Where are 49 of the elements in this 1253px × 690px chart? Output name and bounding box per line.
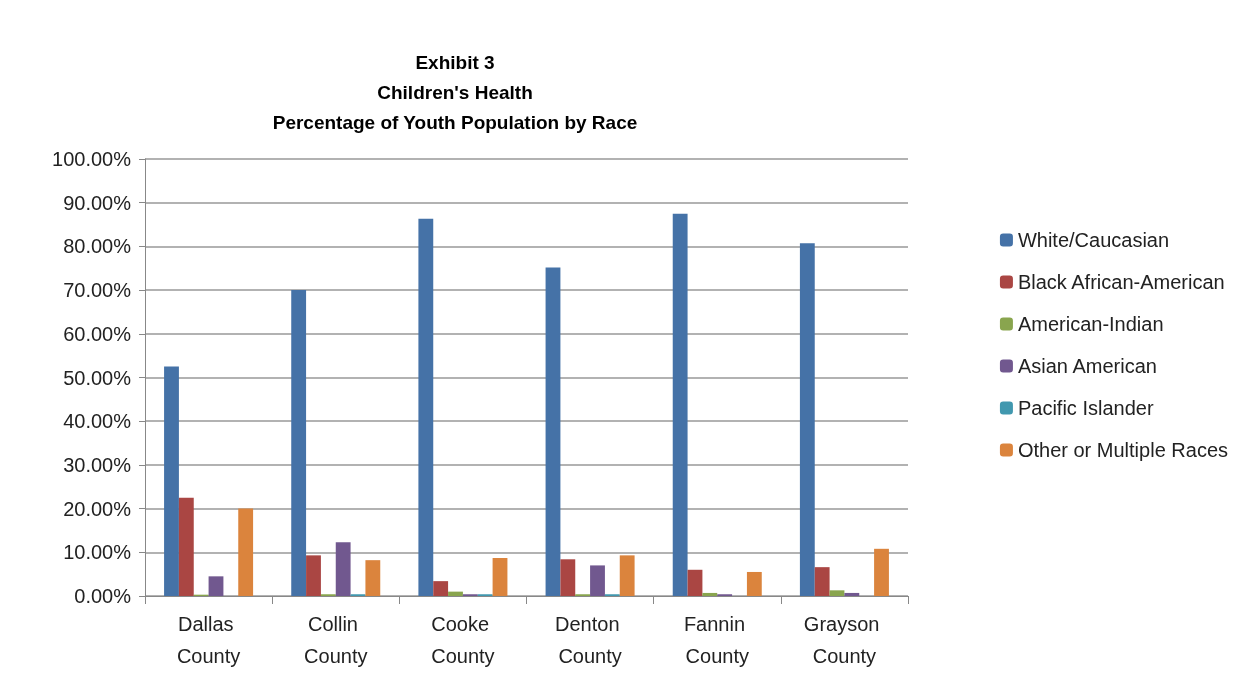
legend-label: Other or Multiple Races: [1017, 439, 1228, 461]
x-tick-label: Dallas County: [176, 613, 241, 667]
y-tick-label: 0.00%: [74, 585, 132, 607]
legend-label: Black African-American: [1017, 271, 1225, 293]
legend-label: White/Caucasian: [1017, 229, 1170, 251]
x-tick-label: Denton County: [555, 613, 626, 667]
y-tick-label: 70.00%: [63, 279, 132, 302]
bar: [492, 557, 508, 596]
x-tick-label: Fannin County: [683, 613, 751, 667]
y-tick-label: 40.00%: [63, 410, 132, 433]
y-tick-label: 10.00%: [63, 541, 132, 564]
bar: [844, 592, 860, 596]
bar: [702, 592, 718, 596]
bar: [335, 542, 351, 596]
bar: [672, 213, 688, 596]
legend-label: Pacific Islander: [1017, 397, 1154, 419]
bar: [433, 581, 449, 596]
y-tick-label: 80.00%: [63, 235, 132, 258]
bar: [545, 267, 561, 596]
bar: [590, 565, 605, 596]
y-tick-label: 60.00%: [63, 322, 132, 345]
bar: [799, 243, 815, 596]
x-tick-label: Collin County: [304, 613, 368, 667]
y-tick-label: 30.00%: [63, 453, 132, 476]
x-tick-label: Grayson County: [803, 613, 885, 667]
bar: [208, 576, 224, 596]
bar: [178, 497, 194, 596]
bar: [687, 569, 703, 596]
y-tick-label: 50.00%: [63, 366, 132, 389]
bar: [746, 571, 762, 596]
bar: [291, 290, 307, 596]
bar: [829, 590, 845, 596]
bar: [448, 591, 463, 596]
bar: [164, 366, 179, 596]
x-tick-label: Cooke County: [431, 613, 495, 667]
bar: [560, 559, 576, 596]
bar: [306, 555, 321, 596]
bar: [619, 555, 635, 596]
bar: [238, 508, 254, 596]
bar: [814, 567, 830, 596]
legend-label: Asian American: [1017, 355, 1157, 377]
y-tick-label: 90.00%: [63, 191, 132, 214]
y-tick-label: 20.00%: [63, 497, 132, 520]
chart-title: Exhibit 3 Children's Health Percentage of Youth Population by Race: [272, 51, 638, 133]
bar: [874, 548, 889, 596]
y-tick-label: 100.00%: [52, 148, 132, 170]
bar: [418, 218, 434, 596]
legend-label: American-Indian: [1017, 313, 1164, 335]
bar: [365, 560, 381, 596]
